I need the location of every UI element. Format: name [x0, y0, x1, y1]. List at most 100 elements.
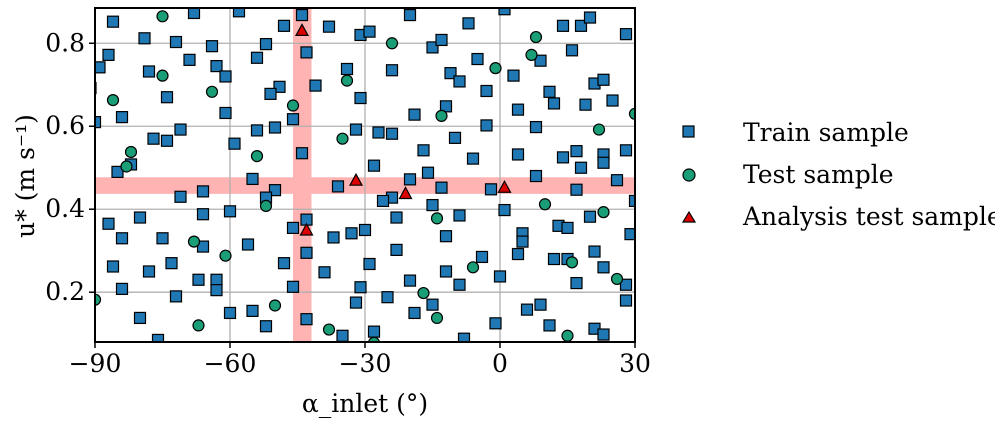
analysis-sample-point	[294, 23, 310, 37]
test-sample-point	[592, 123, 606, 136]
train-sample-point	[471, 52, 484, 66]
train-sample-point	[345, 227, 358, 240]
train-sample-point	[223, 205, 237, 218]
train-sample-point	[169, 35, 183, 49]
train-sample-point	[358, 223, 372, 237]
test-sample-point	[336, 132, 349, 145]
test-sample-point	[259, 199, 273, 213]
train-sample-point	[507, 69, 520, 82]
train-sample-point	[228, 137, 241, 150]
test-sample-point	[124, 145, 138, 159]
train-sample-point	[196, 208, 210, 221]
train-sample-point	[498, 203, 511, 217]
train-sample-point	[417, 144, 430, 157]
test-sample-point	[466, 261, 480, 274]
train-sample-point	[511, 103, 525, 116]
train-sample-point	[579, 98, 592, 111]
train-sample-point	[426, 298, 439, 311]
train-sample-point	[349, 123, 363, 136]
train-sample-point	[480, 84, 493, 98]
train-sample-point	[462, 17, 475, 30]
test-sample-point	[95, 293, 102, 306]
train-sample-point	[192, 273, 205, 286]
train-sample-point	[115, 111, 129, 124]
x-tick-label: 0	[492, 349, 508, 378]
train-sample-point	[210, 273, 223, 286]
train-sample-point	[246, 172, 259, 186]
train-sample-point	[453, 209, 466, 222]
train-sample-point	[453, 75, 466, 88]
train-sample-point	[327, 231, 340, 244]
analysis-sample-point	[497, 179, 512, 193]
train-sample-point	[570, 183, 583, 196]
train-sample-point	[223, 306, 237, 320]
train-sample-point	[457, 332, 471, 342]
train-sample-point	[286, 280, 300, 293]
train-sample-point	[385, 127, 399, 140]
train-sample-point	[448, 131, 462, 144]
train-sample-point	[597, 328, 610, 341]
train-sample-point	[574, 19, 588, 32]
test-sample-point	[322, 323, 336, 336]
train-sample-point	[547, 252, 561, 266]
train-sample-point	[529, 169, 543, 183]
train-sample-point	[556, 151, 570, 164]
train-sample-point	[484, 183, 498, 196]
train-sample-point	[187, 8, 201, 20]
legend-analysis-label: Analysis test sample	[742, 202, 995, 231]
legend-test-label: Test sample	[743, 160, 894, 189]
train-sample-point	[570, 276, 583, 290]
train-sample-point	[439, 265, 453, 278]
test-sample-point	[219, 249, 232, 262]
test-sample-point	[286, 99, 300, 112]
analysis-sample-point	[398, 186, 413, 200]
train-sample-point	[403, 274, 417, 287]
train-sample-point	[106, 15, 120, 28]
train-sample-point	[111, 165, 124, 178]
train-sample-point	[511, 148, 525, 161]
train-sample-point	[363, 257, 376, 271]
train-sample-point	[156, 232, 169, 245]
train-sample-point	[588, 245, 601, 258]
train-sample-point	[534, 298, 547, 311]
x-tick-label: 30	[619, 349, 651, 378]
data-points	[95, 8, 635, 342]
train-sample-point	[529, 120, 543, 134]
train-sample-point	[142, 265, 156, 278]
train-sample-point	[183, 53, 196, 66]
train-sample-point	[142, 65, 156, 78]
x-tick-label: −60	[204, 349, 257, 378]
train-sample-point	[520, 303, 534, 316]
axis-ticks: −90 −60 −30 0 30 0.2 0.4 0.6 0.8	[45, 28, 651, 378]
train-sample-point	[354, 91, 367, 105]
test-sample-point	[430, 212, 444, 225]
y-tick-label: 0.6	[45, 111, 85, 140]
train-sample-point	[196, 185, 210, 198]
test-sample-point	[525, 48, 538, 61]
test-sample-point	[565, 256, 579, 269]
train-sample-point	[205, 40, 219, 53]
train-sample-point	[390, 243, 403, 256]
legend-test-marker	[682, 168, 696, 182]
train-sample-point	[318, 266, 331, 279]
train-sample-point	[268, 184, 282, 197]
test-sample-point	[156, 10, 169, 23]
train-sample-point	[574, 161, 588, 174]
train-sample-point	[619, 278, 633, 291]
train-sample-point	[300, 313, 313, 326]
train-sample-point	[547, 97, 561, 110]
train-sample-point	[95, 115, 102, 129]
test-sample-point	[597, 206, 610, 219]
train-sample-point	[336, 329, 349, 342]
train-sample-point	[295, 147, 309, 160]
test-sample-point	[435, 109, 448, 122]
train-sample-point	[174, 123, 187, 136]
train-sample-point	[475, 250, 489, 264]
train-sample-point	[354, 281, 367, 294]
train-sample-point	[169, 290, 183, 303]
train-sample-point	[624, 228, 635, 241]
train-sample-point	[273, 80, 286, 93]
y-tick-label: 0.2	[45, 277, 85, 306]
train-sample-point	[597, 73, 610, 86]
train-sample-point	[543, 319, 556, 332]
